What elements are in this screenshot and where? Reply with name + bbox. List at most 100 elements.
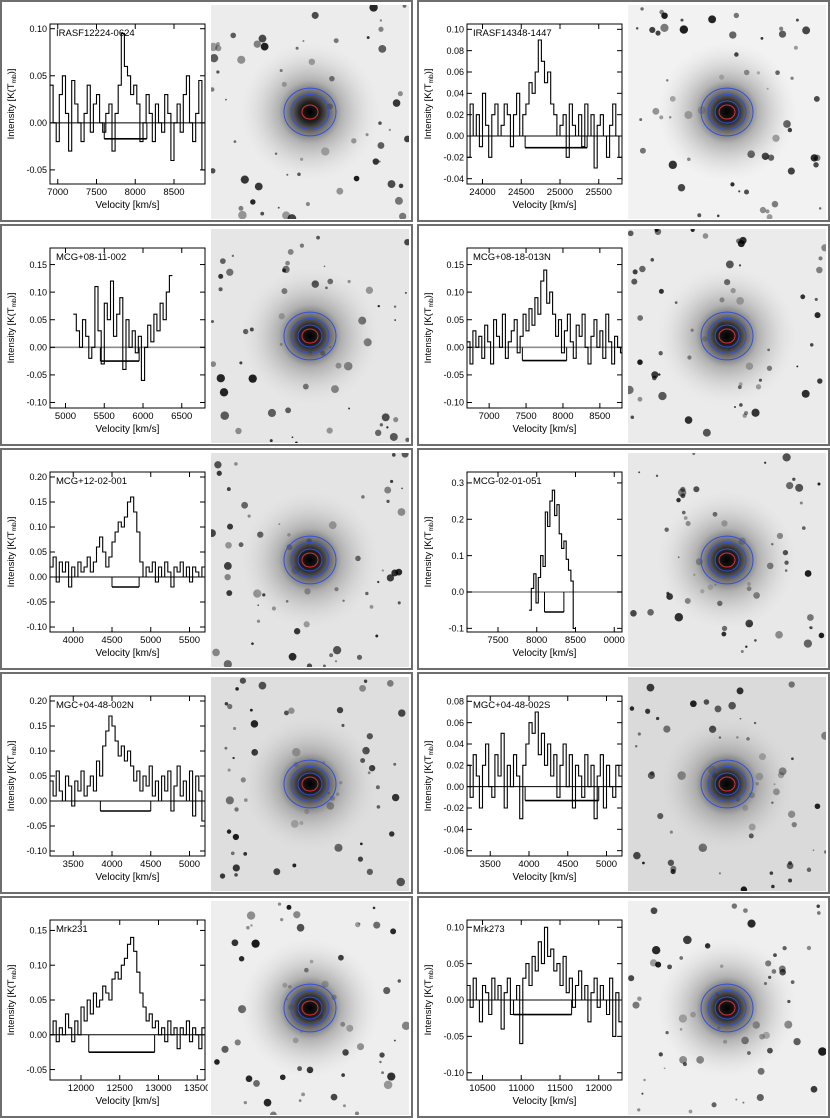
star (813, 162, 819, 168)
y-tick-label: 0.3 (451, 478, 464, 488)
galaxy-core (657, 42, 797, 182)
star (740, 886, 748, 891)
star (743, 908, 748, 913)
star (395, 568, 403, 576)
star (212, 648, 220, 657)
y-tick-label: 0.00 (29, 343, 47, 353)
y-tick-label: 0.20 (29, 696, 47, 706)
x-tick-label: 13500 (184, 1083, 208, 1094)
star (391, 453, 396, 457)
spectrum-plot: 5000 5500 6000 6500 -0.10 -0.05 0.00 0.05 0.10 0.… (6, 247, 206, 435)
star (235, 427, 242, 435)
star (234, 1039, 241, 1046)
star (782, 453, 791, 462)
star (214, 461, 222, 469)
star (821, 731, 826, 740)
spectrum-plot: 12000 12500 13000 13500 -0.05 0.00 0.05 0.10 0.1… (6, 919, 208, 1107)
star (254, 182, 263, 191)
star (365, 286, 374, 294)
star (808, 626, 811, 629)
y-axis-label: Intensity [K(Tmb)] (6, 293, 18, 364)
star (356, 654, 363, 660)
star (301, 1092, 306, 1097)
star (809, 626, 813, 630)
star (814, 312, 821, 319)
x-tick-label: 8500 (565, 635, 586, 646)
star (361, 495, 365, 499)
spectrum-plot: 3500 4000 4500 5000 -0.10 -0.05 0.00 0.05 0.10 0.… (6, 695, 206, 883)
y-tick-label: 0.15 (29, 260, 47, 270)
star (739, 236, 747, 245)
x-tick-label: 4000 (101, 859, 122, 870)
star (227, 523, 234, 530)
star (260, 211, 265, 216)
x-tick-label: 25500 (586, 187, 612, 198)
plot-frame (49, 471, 206, 633)
star (733, 12, 740, 19)
x-axis-label: Velocity [km/s] (96, 648, 160, 659)
y-tick-label: -0.05 (26, 1065, 47, 1075)
star (782, 946, 787, 951)
star (742, 413, 747, 418)
co-contour-peak (718, 552, 736, 568)
y-tick-label: -0.10 (443, 1068, 464, 1078)
y-tick-label: 0.05 (29, 71, 47, 81)
co-contour (700, 535, 754, 585)
star (372, 158, 380, 165)
galaxy-name: IRASF12224-0624 (56, 28, 135, 39)
x-axis-label: Velocity [km/s] (96, 200, 160, 211)
star (397, 91, 403, 97)
star (386, 499, 390, 503)
star (354, 1111, 360, 1115)
star (246, 926, 250, 930)
galaxy-name: MCG+08-11-002 (56, 252, 126, 263)
spectrum-panel: 4000 4500 5000 5500 -0.10 -0.05 0.00 0.05 0.10 0.… (0, 448, 413, 670)
x-tick-label: 13000 (145, 1083, 171, 1094)
star (813, 157, 817, 161)
star (342, 1104, 346, 1108)
star (373, 921, 381, 929)
star (649, 26, 656, 33)
star (637, 359, 643, 365)
x-tick-label: 4500 (140, 859, 161, 870)
star (215, 45, 222, 52)
x-tick-label: 5000 (179, 859, 200, 870)
plot-frame (49, 23, 206, 185)
co-contour (700, 759, 754, 809)
star (282, 211, 291, 219)
star (718, 872, 721, 875)
co-contour-peak (718, 776, 736, 792)
plot-frame (466, 23, 623, 185)
galaxy-image (628, 677, 826, 891)
star (658, 288, 664, 294)
star (729, 31, 737, 39)
x-tick-label: 12500 (107, 1083, 133, 1094)
star (690, 700, 697, 708)
spectrum-panel: 10500 11000 11500 12000 -0.10 -0.05 0.00 0.05 0.… (417, 896, 830, 1118)
galaxy-core (240, 490, 380, 630)
y-tick-label: -0.05 (26, 370, 47, 380)
star (376, 805, 381, 809)
star (655, 961, 662, 968)
star (279, 1074, 286, 1081)
star (238, 210, 247, 219)
star (404, 291, 407, 294)
star (404, 238, 409, 246)
y-tick-label: 0.2 (451, 514, 464, 524)
x-tick-label: 5000 (596, 859, 617, 870)
star (219, 873, 226, 879)
star (652, 375, 657, 381)
star (683, 935, 692, 945)
star (298, 1099, 302, 1102)
star (285, 260, 290, 266)
star (769, 871, 774, 875)
star (336, 187, 344, 195)
star (232, 864, 240, 872)
star (226, 487, 231, 491)
star (393, 762, 397, 766)
y-tick-label: 0.00 (29, 796, 47, 806)
star (690, 229, 695, 232)
star (814, 297, 818, 301)
star (405, 437, 409, 442)
